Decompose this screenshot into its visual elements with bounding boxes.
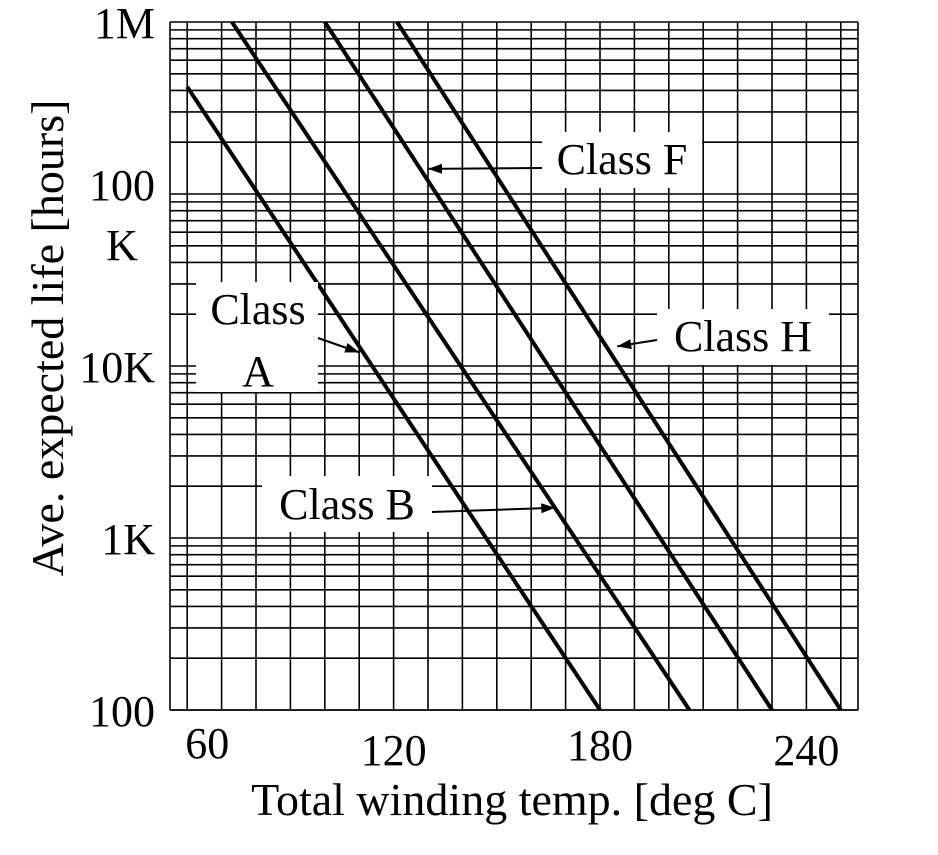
y-tick-label: 1K	[101, 515, 155, 564]
y-tick-label: 1M	[94, 0, 155, 48]
x-tick-label: 180	[567, 721, 633, 770]
annotation-arrowhead-class-b	[541, 503, 556, 514]
x-tick-label: 240	[773, 726, 839, 775]
x-tick-label: 120	[361, 726, 427, 775]
annotation-arrowhead-class-a	[344, 343, 360, 353]
annotation-arrow-class-f	[427, 167, 543, 170]
tick-labels: 60 120 180 240 100 1K 10K 100 K 1M	[79, 0, 839, 775]
annotation-background-class-a	[196, 282, 318, 392]
annotation-background-class-f	[542, 132, 702, 188]
x-axis-label: Total winding temp. [deg C]	[251, 774, 773, 825]
annotation-label-class-f: Class F	[557, 135, 688, 184]
series-annotations: Class A Class B Class F Class H	[196, 132, 829, 532]
y-tick-label: 10K	[79, 343, 155, 392]
series-line-class-f	[323, 20, 774, 712]
y-axis-label: Ave. expected life [hours]	[22, 100, 73, 577]
annotation-arrowhead-class-h	[617, 339, 632, 350]
annotation-background-class-b	[262, 476, 432, 532]
series-line-class-a	[185, 85, 602, 712]
y-tick-label: 100	[89, 687, 155, 736]
x-tick-label: 60	[185, 719, 229, 768]
annotation-label-class-a: Class A	[210, 285, 305, 396]
annotation-background-class-h	[657, 309, 829, 365]
annotation-label-class-b: Class B	[279, 480, 415, 529]
series-lines	[185, 20, 843, 712]
annotation-label-class-h: Class H	[674, 312, 812, 361]
series-line-class-b	[230, 20, 692, 712]
y-tick-label: 100 K	[89, 161, 155, 270]
annotation-arrow-class-b	[431, 506, 556, 513]
annotation-arrowhead-class-f	[428, 163, 443, 174]
series-line-class-h	[395, 20, 843, 712]
